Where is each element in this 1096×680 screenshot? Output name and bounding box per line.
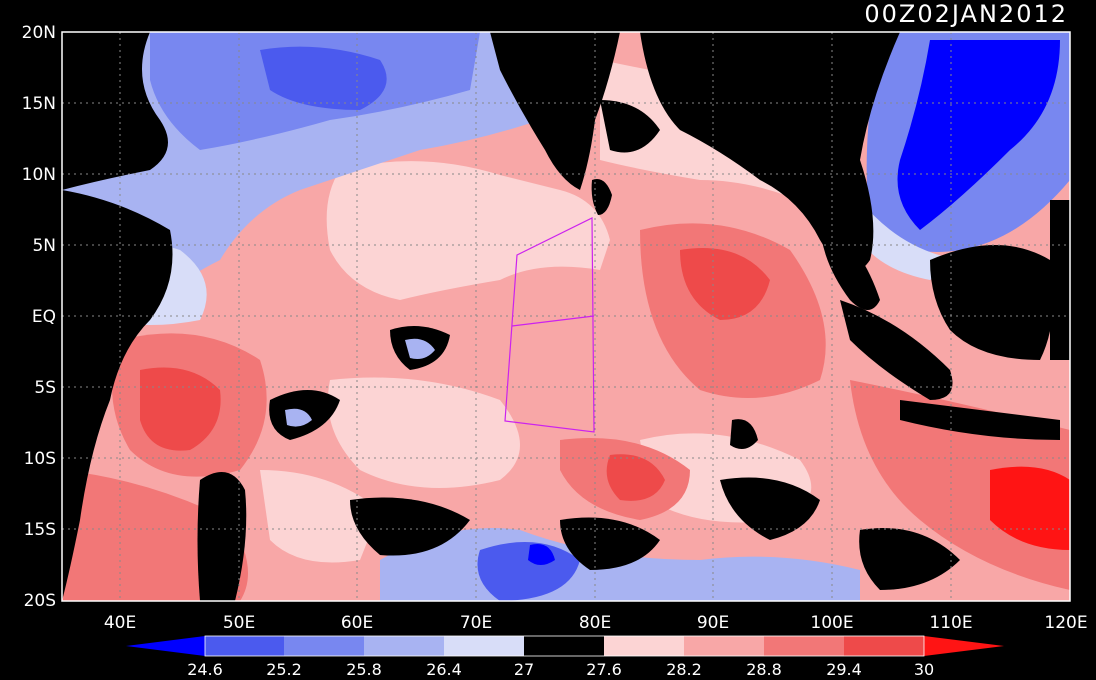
colorbar-segment bbox=[364, 636, 444, 656]
lon-label: 120E bbox=[1044, 613, 1087, 633]
colorbar-tick-label: 27 bbox=[514, 660, 534, 679]
lon-label: 90E bbox=[697, 613, 729, 633]
cool-south-deep bbox=[477, 542, 580, 601]
lon-label: 60E bbox=[341, 613, 373, 633]
colorbar-segment bbox=[844, 636, 924, 656]
land-sumatra bbox=[840, 300, 953, 400]
colorbar-tick-label: 26.4 bbox=[426, 660, 462, 679]
land-malay-peninsula bbox=[820, 220, 880, 310]
colorbar-segment bbox=[444, 636, 524, 656]
lat-label: 10S bbox=[24, 449, 56, 469]
lon-axis: 40E 50E 60E 70E 80E 90E 100E 110E 120E bbox=[104, 613, 1088, 633]
colorbar-segment bbox=[524, 636, 604, 656]
plot-area bbox=[62, 32, 1070, 601]
analysis-box-divider bbox=[511, 315, 595, 327]
lat-label: 5N bbox=[32, 236, 56, 256]
pale-warm-region-3 bbox=[328, 377, 520, 488]
lon-label: 50E bbox=[223, 613, 255, 633]
colorbar-tick-label: 29.4 bbox=[826, 660, 862, 679]
land-africa bbox=[62, 190, 173, 601]
lon-label: 110E bbox=[929, 613, 972, 633]
colorbar-tick-label: 28.8 bbox=[746, 660, 782, 679]
hot-spot-south bbox=[606, 454, 665, 501]
lat-axis: 20N 15N 10N 5N EQ 5S 10S 15S 20S bbox=[22, 23, 56, 611]
lat-label: 20N bbox=[22, 23, 56, 43]
hot-spot-west bbox=[140, 367, 221, 451]
colorbar-right-arrow bbox=[924, 636, 1004, 656]
neutral-patch-5 bbox=[720, 477, 820, 540]
cool-arabian-sea-deep bbox=[260, 46, 387, 110]
neutral-patch-7 bbox=[730, 419, 758, 449]
warm-core-central-hot bbox=[680, 248, 770, 320]
lat-label: 20S bbox=[24, 591, 56, 611]
cool-patch-a bbox=[405, 338, 435, 359]
colorbar-outline bbox=[204, 635, 925, 657]
lon-label: 100E bbox=[810, 613, 853, 633]
lon-label: 70E bbox=[460, 613, 492, 633]
lat-label: 5S bbox=[34, 378, 56, 398]
colorbar-left-arrow bbox=[126, 636, 205, 656]
land-indochina bbox=[640, 32, 900, 272]
lat-label: 15N bbox=[22, 94, 56, 114]
lat-label: EQ bbox=[32, 307, 56, 327]
colorbar bbox=[126, 635, 1004, 657]
colorbar-segment bbox=[764, 636, 844, 656]
colorbar-segment bbox=[604, 636, 684, 656]
colorbar-tick-label: 30 bbox=[914, 660, 934, 679]
cool-patch-b bbox=[285, 408, 312, 427]
land-arabia bbox=[62, 32, 168, 190]
colorbar-segment bbox=[684, 636, 764, 656]
land-borneo bbox=[930, 245, 1054, 360]
timestamp-label: 00Z02JAN2012 bbox=[864, 0, 1068, 28]
neutral-patch-3 bbox=[350, 497, 470, 556]
lat-label: 15S bbox=[24, 520, 56, 540]
colorbar-tick-label: 24.6 bbox=[187, 660, 223, 679]
colorbar-tick-label: 25.8 bbox=[346, 660, 382, 679]
colorbar-segment bbox=[284, 636, 364, 656]
lon-label: 80E bbox=[579, 613, 611, 633]
neutral-patch-4 bbox=[560, 517, 660, 570]
lon-label: 40E bbox=[104, 613, 136, 633]
grid bbox=[62, 32, 1070, 601]
colorbar-tick-label: 25.2 bbox=[266, 660, 302, 679]
land-madagascar bbox=[197, 472, 247, 601]
colorbar-segment bbox=[205, 636, 284, 656]
cool-south-blue bbox=[528, 544, 555, 565]
land-east bbox=[1050, 200, 1070, 360]
warm-core-southwest-pale bbox=[260, 470, 380, 563]
land-java bbox=[900, 400, 1060, 440]
lat-label: 10N bbox=[22, 165, 56, 185]
cool-south-china-sea-deep bbox=[897, 40, 1060, 230]
colorbar-tick-label: 27.6 bbox=[586, 660, 622, 679]
colorbar-ticks: 24.6 25.2 25.8 26.4 27 27.6 28.2 28.8 29… bbox=[187, 660, 934, 679]
land-sri-lanka bbox=[591, 179, 612, 215]
neutral-patch-6 bbox=[859, 528, 960, 590]
plot-frame bbox=[61, 31, 1071, 602]
neutral-patch-8 bbox=[600, 100, 660, 153]
pale-warm-region bbox=[326, 161, 610, 300]
colorbar-tick-label: 28.2 bbox=[666, 660, 702, 679]
analysis-box bbox=[504, 217, 595, 433]
land-india bbox=[490, 32, 620, 190]
